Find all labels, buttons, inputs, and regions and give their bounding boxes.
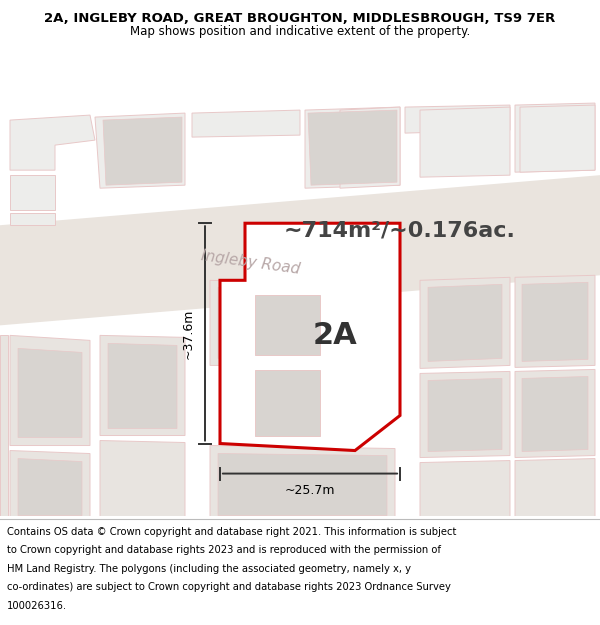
Polygon shape <box>420 461 510 521</box>
Polygon shape <box>522 282 588 361</box>
Polygon shape <box>10 213 55 225</box>
Text: Contains OS data © Crown copyright and database right 2021. This information is : Contains OS data © Crown copyright and d… <box>7 526 457 536</box>
Polygon shape <box>10 336 90 446</box>
Text: ~37.6m: ~37.6m <box>182 308 195 359</box>
Polygon shape <box>218 454 387 516</box>
Polygon shape <box>305 107 400 188</box>
Polygon shape <box>108 343 177 429</box>
Polygon shape <box>100 441 185 521</box>
Polygon shape <box>10 175 55 210</box>
Text: 2A, INGLEBY ROAD, GREAT BROUGHTON, MIDDLESBROUGH, TS9 7ER: 2A, INGLEBY ROAD, GREAT BROUGHTON, MIDDL… <box>44 12 556 25</box>
Polygon shape <box>515 459 595 521</box>
Polygon shape <box>405 105 510 133</box>
Polygon shape <box>520 105 595 172</box>
Polygon shape <box>0 336 8 521</box>
Polygon shape <box>210 280 300 366</box>
Polygon shape <box>515 275 595 368</box>
Polygon shape <box>210 446 395 521</box>
Polygon shape <box>103 117 182 185</box>
Polygon shape <box>18 348 82 438</box>
Polygon shape <box>255 296 320 356</box>
Polygon shape <box>10 451 90 521</box>
Text: Map shows position and indicative extent of the property.: Map shows position and indicative extent… <box>130 26 470 39</box>
Polygon shape <box>428 284 502 361</box>
Text: Ingleby Road: Ingleby Road <box>200 248 301 277</box>
Polygon shape <box>515 103 595 172</box>
Polygon shape <box>515 369 595 458</box>
Polygon shape <box>340 107 400 188</box>
Text: ~25.7m: ~25.7m <box>285 484 335 497</box>
Text: 100026316.: 100026316. <box>7 601 67 611</box>
Polygon shape <box>220 223 400 451</box>
Text: 2A: 2A <box>313 321 358 350</box>
Polygon shape <box>95 113 185 188</box>
Polygon shape <box>10 115 95 170</box>
Polygon shape <box>18 459 82 516</box>
Text: ~714m²/~0.176ac.: ~714m²/~0.176ac. <box>284 220 516 240</box>
Text: to Crown copyright and database rights 2023 and is reproduced with the permissio: to Crown copyright and database rights 2… <box>7 545 441 555</box>
Polygon shape <box>218 288 292 358</box>
Polygon shape <box>192 110 300 137</box>
Polygon shape <box>100 336 185 436</box>
Polygon shape <box>428 379 502 451</box>
Polygon shape <box>522 376 588 451</box>
Polygon shape <box>420 371 510 458</box>
Polygon shape <box>420 107 510 177</box>
Polygon shape <box>318 288 387 364</box>
Text: HM Land Registry. The polygons (including the associated geometry, namely x, y: HM Land Registry. The polygons (includin… <box>7 564 411 574</box>
Polygon shape <box>0 175 600 326</box>
Polygon shape <box>308 110 397 185</box>
Polygon shape <box>255 371 320 436</box>
Polygon shape <box>310 280 395 368</box>
Text: co-ordinates) are subject to Crown copyright and database rights 2023 Ordnance S: co-ordinates) are subject to Crown copyr… <box>7 582 451 592</box>
Polygon shape <box>420 278 510 368</box>
